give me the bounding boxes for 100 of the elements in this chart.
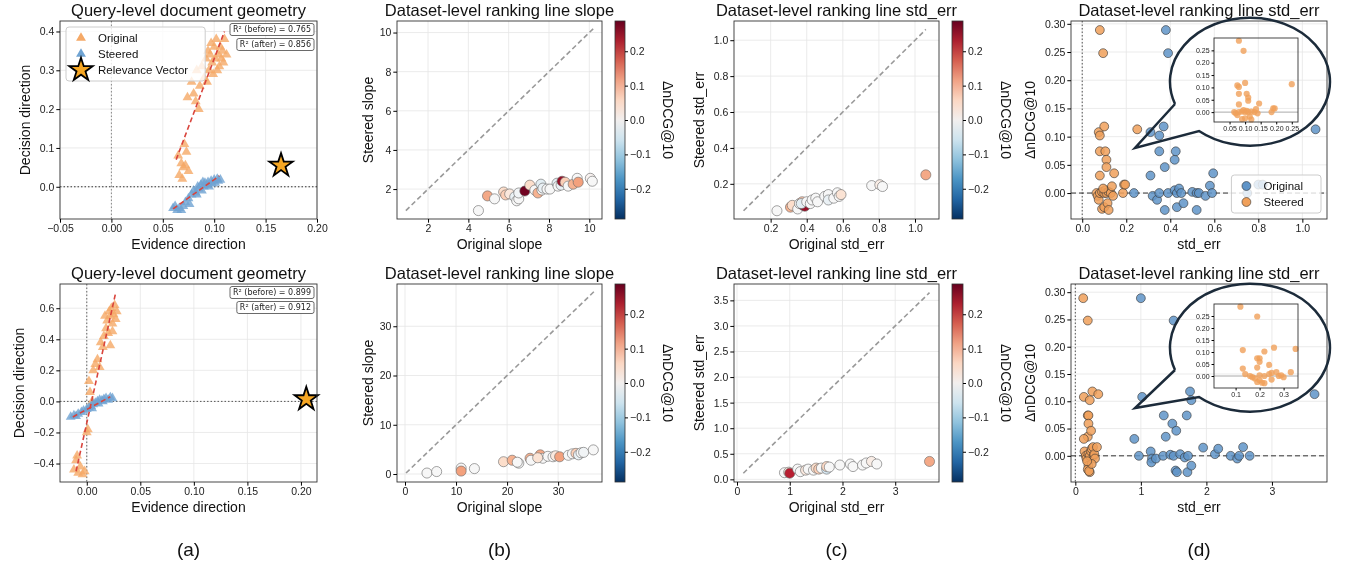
color-bar-label: −0.1: [968, 411, 989, 424]
y-tick-label: 0.20: [1044, 340, 1066, 353]
legend-label: Relevance Vector: [98, 64, 189, 76]
y-tick-label: 0.1: [39, 141, 55, 154]
y-tick-label: 0.05: [1044, 422, 1066, 435]
color-bar-label: 0.2: [630, 45, 645, 58]
x-axis-title: Evidence direction: [131, 499, 246, 515]
chart-title: Dataset-level ranking line slope: [384, 264, 615, 282]
y-axis-title: ΔnDCG@10: [1022, 80, 1038, 160]
y-tick-label: 1.5: [713, 396, 729, 409]
y-axis-title: Steered std_err: [691, 334, 707, 432]
x-tick-label: 1.0: [1295, 222, 1311, 235]
x-tick-label: 1: [1138, 485, 1145, 498]
text: (d): [1187, 539, 1211, 560]
x-tick-label: 0: [1072, 485, 1079, 498]
y-tick-label: 4: [385, 143, 392, 156]
x-tick-label: 4: [465, 222, 472, 235]
y-tick-label: 3.0: [713, 319, 729, 332]
x-axis-title: Original std_err: [788, 236, 885, 252]
y-tick-label: 0.00: [1044, 449, 1066, 462]
legend-label: Steered: [98, 48, 139, 60]
x-tick-label: 2: [840, 485, 847, 498]
y-tick-label: 0.6: [713, 105, 729, 118]
y-axis-title: Decision direction: [17, 64, 33, 176]
chart-title: Dataset-level ranking line std_err: [1078, 1, 1321, 20]
color-bar-label: 0.2: [630, 308, 645, 321]
x-tick-label: 20: [501, 485, 514, 498]
y-tick-label: 0.3: [39, 64, 55, 77]
x-tick-label: 0.20: [307, 222, 328, 235]
x-tick-label: 0.0: [1075, 222, 1091, 235]
y-tick-label: 0.2: [39, 364, 55, 377]
y-tick-label: 3.5: [713, 294, 729, 307]
chart-title: Dataset-level ranking line slope: [384, 1, 615, 19]
y-tick-label: 0.15: [1044, 102, 1066, 115]
color-bar-label: −0.1: [968, 148, 989, 161]
x-tick-label: 0.6: [836, 222, 851, 235]
y-tick-label: −0.2: [33, 426, 55, 439]
annotation: R² (before) = 0.899: [233, 288, 311, 297]
y-tick-label: 0: [385, 467, 392, 480]
y-tick-label: 0.4: [713, 141, 729, 154]
y-tick-label: 1.0: [713, 422, 729, 435]
y-tick-label: 0.15: [1044, 367, 1066, 380]
color-bar-title: ΔnDCG@10: [660, 80, 676, 160]
y-tick-label: 10: [379, 26, 392, 39]
x-tick-label: 0.2: [1119, 222, 1135, 235]
legend-label: Steered: [1263, 196, 1304, 208]
y-tick-label: 2.0: [713, 370, 729, 383]
color-bar-label: 0.0: [630, 376, 645, 389]
y-tick-label: 0.2: [39, 102, 55, 115]
x-tick-label: 30: [552, 485, 565, 498]
y-tick-label: 0.25: [1044, 313, 1066, 326]
x-tick-label: 0.10: [204, 222, 226, 235]
annotation: R² (before) = 0.765: [233, 25, 311, 34]
y-tick-label: 0.30: [1044, 286, 1066, 299]
y-tick-label: 2: [385, 182, 392, 195]
y-tick-label: 6: [385, 104, 392, 117]
color-bar-label: 0.2: [968, 308, 983, 321]
x-tick-label: 8: [546, 222, 553, 235]
color-bar-title: ΔnDCG@10: [660, 343, 676, 423]
color-bar-label: 0.1: [968, 342, 983, 355]
color-bar-label: 0.1: [630, 79, 645, 92]
chart-title: Query-level document geometry: [71, 264, 307, 282]
x-tick-label: 10: [450, 485, 463, 498]
text: (c): [825, 539, 848, 560]
x-tick-label: 1.0: [908, 222, 923, 235]
x-tick-label: 0.15: [255, 222, 277, 235]
x-tick-label: 0.6: [1207, 222, 1223, 235]
color-bar-label: −0.2: [630, 182, 651, 195]
legend-label: Original: [1263, 180, 1304, 192]
y-axis-title: Steered std_err: [691, 71, 707, 169]
y-tick-label: 20: [379, 369, 392, 382]
y-tick-label: 0.30: [1044, 17, 1066, 30]
chart-title: Dataset-level ranking line std_err: [715, 264, 958, 283]
y-tick-label: 10: [379, 418, 392, 431]
x-tick-label: 0.15: [237, 485, 259, 498]
y-tick-label: 0.05: [1044, 158, 1066, 171]
x-tick-label: 10: [583, 222, 596, 235]
x-tick-label: 0.00: [77, 485, 98, 498]
chart-title: Query-level document geometry: [71, 1, 307, 19]
x-axis-title: std_err: [1177, 499, 1222, 515]
y-tick-label: 2.5: [713, 345, 729, 358]
x-axis-title: std_err: [1177, 236, 1222, 252]
y-tick-label: 0.00: [1044, 186, 1066, 199]
y-tick-label: 0.20: [1044, 74, 1066, 87]
y-tick-label: −0.4: [33, 457, 55, 470]
x-tick-label: 0.20: [291, 485, 312, 498]
x-tick-label: 0.00: [101, 222, 123, 235]
chart-title: Dataset-level ranking line std_err: [715, 1, 958, 20]
color-bar-label: −0.2: [630, 445, 651, 458]
y-tick-label: 8: [385, 65, 392, 78]
color-bar-label: −0.1: [630, 148, 651, 161]
color-bar-label: 0.1: [968, 79, 983, 92]
y-tick-label: 0.6: [39, 302, 55, 315]
x-tick-label: 0.10: [184, 485, 205, 498]
x-tick-label: 0.4: [1163, 222, 1179, 235]
x-tick-label: 0.4: [799, 222, 815, 235]
color-bar-label: −0.2: [968, 182, 989, 195]
x-tick-label: 1: [787, 485, 794, 498]
y-tick-label: 0.8: [713, 69, 729, 82]
color-bar-title: ΔnDCG@10: [998, 80, 1014, 160]
